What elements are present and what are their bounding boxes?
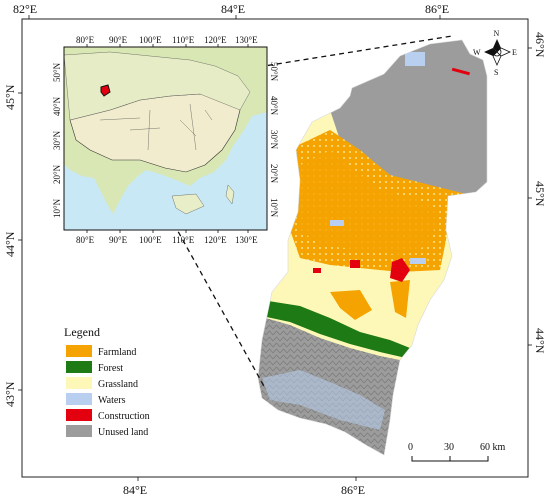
inset-top-tick: 90°E	[109, 35, 128, 45]
legend-swatch	[66, 425, 92, 437]
inset-top-tick: 120°E	[204, 35, 227, 45]
inset-top-tick: 100°E	[139, 35, 162, 45]
scale-tick: 60 km	[480, 442, 506, 453]
legend-label: Waters	[98, 395, 126, 406]
compass-west: W	[473, 48, 481, 57]
inset-right-tick: 50°N	[269, 62, 279, 82]
inset-top-tick: 80°E	[76, 35, 95, 45]
compass-east: E	[512, 48, 517, 57]
scale-tick: 0	[408, 442, 413, 453]
legend-label: Grassland	[98, 379, 138, 390]
inset-left-tick: 20°N	[52, 164, 62, 184]
longitude-label-top: 86°E	[425, 2, 449, 16]
inset-left-tick: 10°N	[52, 198, 62, 218]
longitude-label-bottom: 84°E	[123, 483, 147, 497]
inset-study-area-marker	[100, 84, 111, 97]
inset-right-tick: 20°N	[269, 164, 279, 184]
inset-bottom-tick: 80°E	[76, 235, 95, 245]
latitude-label-left: 45°N	[3, 84, 17, 110]
legend-swatch	[66, 393, 92, 405]
study-area-outline	[257, 39, 488, 456]
inset-bottom-tick: 100°E	[139, 235, 162, 245]
landcover-construction	[390, 258, 410, 282]
inset-bottom-tick: 90°E	[109, 235, 128, 245]
scale-tick: 30	[444, 442, 454, 453]
compass-south: S	[494, 68, 498, 77]
latitude-label-right: 45°N	[533, 181, 547, 207]
scale-bar: 0 30 60 km	[408, 442, 506, 462]
legend-label: Forest	[98, 363, 123, 374]
latitude-label-left: 44°N	[3, 231, 17, 257]
longitude-label-bottom: 86°E	[341, 483, 365, 497]
legend-swatch	[66, 345, 92, 357]
inset-bottom-tick: 120°E	[204, 235, 227, 245]
latitude-label-left: 43°N	[3, 381, 17, 407]
inset-right-tick: 40°N	[269, 96, 279, 116]
map-frame	[21, 18, 529, 478]
inset-left-tick: 40°N	[52, 96, 62, 116]
legend-label: Unused land	[98, 427, 148, 438]
inset-right-tick: 10°N	[269, 198, 279, 218]
inset-right-tick: 30°N	[269, 130, 279, 150]
legend-swatch	[66, 409, 92, 421]
inset-top-tick: 130°E	[235, 35, 258, 45]
inset-left-tick: 30°N	[52, 130, 62, 150]
legend-title: Legend	[64, 325, 100, 339]
legend-swatch	[66, 361, 92, 373]
legend: Legend Farmland Forest Grassland Waters Cons…	[64, 325, 150, 438]
longitude-label-top: 82°E	[13, 2, 37, 16]
compass-north: N	[494, 29, 500, 38]
inset-left-tick: 50°N	[52, 62, 62, 82]
landcover-forest	[262, 300, 410, 358]
latitude-label-right: 46°N	[533, 32, 547, 58]
legend-label: Construction	[98, 411, 150, 422]
inset-bottom-tick: 130°E	[235, 235, 258, 245]
longitude-label-top: 84°E	[221, 2, 245, 16]
study-area	[258, 40, 487, 455]
inset-top-tick: 110°E	[172, 35, 195, 45]
legend-swatch	[66, 377, 92, 389]
compass-rose: N S E W	[473, 29, 517, 77]
latitude-label-right: 44°N	[533, 328, 547, 354]
inset-bottom-tick: 110°E	[172, 235, 195, 245]
inset-map	[63, 46, 268, 231]
legend-label: Farmland	[98, 347, 136, 358]
